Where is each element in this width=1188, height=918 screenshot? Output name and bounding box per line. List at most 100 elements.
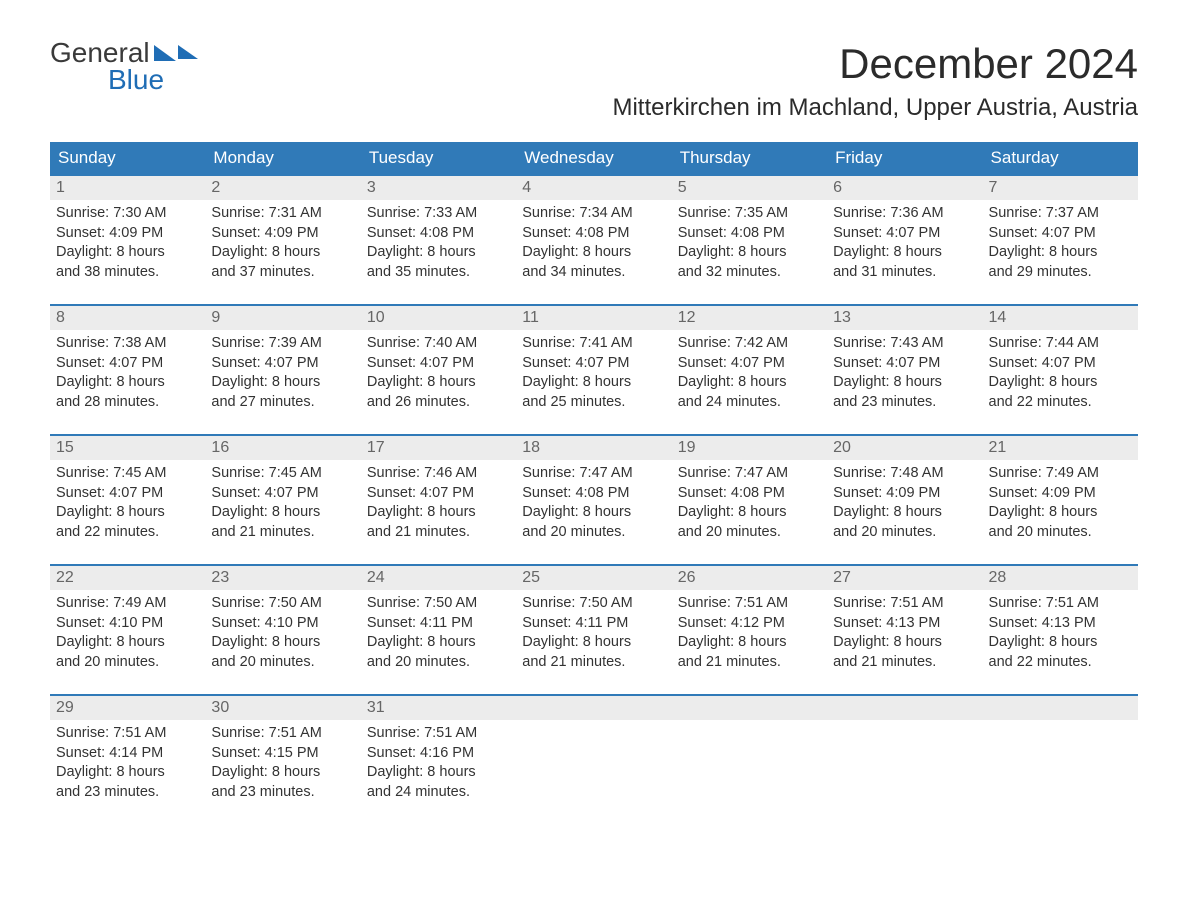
day-details: Sunrise: 7:46 AMSunset: 4:07 PMDaylight:… xyxy=(361,460,516,552)
day-number: 18 xyxy=(516,436,671,460)
day-header: Thursday xyxy=(672,142,827,174)
day-details: Sunrise: 7:50 AMSunset: 4:11 PMDaylight:… xyxy=(361,590,516,682)
day-details: Sunrise: 7:44 AMSunset: 4:07 PMDaylight:… xyxy=(983,330,1138,422)
daylight-line1: Daylight: 8 hours xyxy=(989,243,1132,263)
day-details: Sunrise: 7:45 AMSunset: 4:07 PMDaylight:… xyxy=(205,460,360,552)
sunset-line: Sunset: 4:09 PM xyxy=(56,224,199,244)
calendar-day-cell: 13Sunrise: 7:43 AMSunset: 4:07 PMDayligh… xyxy=(827,304,982,434)
daylight-line1: Daylight: 8 hours xyxy=(211,763,354,783)
daylight-line2: and 20 minutes. xyxy=(522,523,665,543)
daylight-line1: Daylight: 8 hours xyxy=(833,373,976,393)
logo-word1: General xyxy=(50,40,150,67)
daylight-line2: and 24 minutes. xyxy=(367,783,510,803)
sunset-line: Sunset: 4:09 PM xyxy=(833,484,976,504)
calendar-week-row: 22Sunrise: 7:49 AMSunset: 4:10 PMDayligh… xyxy=(50,564,1138,694)
sunset-line: Sunset: 4:07 PM xyxy=(56,484,199,504)
day-number: 4 xyxy=(516,176,671,200)
day-number: 9 xyxy=(205,306,360,330)
calendar-day-cell: 18Sunrise: 7:47 AMSunset: 4:08 PMDayligh… xyxy=(516,434,671,564)
day-number: 15 xyxy=(50,436,205,460)
sunset-line: Sunset: 4:08 PM xyxy=(367,224,510,244)
sunset-line: Sunset: 4:11 PM xyxy=(522,614,665,634)
day-number: 6 xyxy=(827,176,982,200)
daylight-line2: and 23 minutes. xyxy=(211,783,354,803)
day-details: Sunrise: 7:34 AMSunset: 4:08 PMDaylight:… xyxy=(516,200,671,292)
daylight-line1: Daylight: 8 hours xyxy=(833,503,976,523)
sunrise-line: Sunrise: 7:49 AM xyxy=(56,594,199,614)
sunset-line: Sunset: 4:07 PM xyxy=(211,484,354,504)
daylight-line1: Daylight: 8 hours xyxy=(211,373,354,393)
day-number: 20 xyxy=(827,436,982,460)
day-details: Sunrise: 7:40 AMSunset: 4:07 PMDaylight:… xyxy=(361,330,516,422)
sunrise-line: Sunrise: 7:42 AM xyxy=(678,334,821,354)
day-header: Monday xyxy=(205,142,360,174)
daylight-line2: and 23 minutes. xyxy=(833,393,976,413)
sunset-line: Sunset: 4:07 PM xyxy=(678,354,821,374)
daylight-line2: and 22 minutes. xyxy=(56,523,199,543)
sunrise-line: Sunrise: 7:50 AM xyxy=(211,594,354,614)
calendar-header-row: SundayMondayTuesdayWednesdayThursdayFrid… xyxy=(50,142,1138,174)
sunrise-line: Sunrise: 7:50 AM xyxy=(522,594,665,614)
day-header: Wednesday xyxy=(516,142,671,174)
day-details: Sunrise: 7:38 AMSunset: 4:07 PMDaylight:… xyxy=(50,330,205,422)
sunset-line: Sunset: 4:12 PM xyxy=(678,614,821,634)
calendar-day-cell: 27Sunrise: 7:51 AMSunset: 4:13 PMDayligh… xyxy=(827,564,982,694)
day-details: Sunrise: 7:39 AMSunset: 4:07 PMDaylight:… xyxy=(205,330,360,422)
sunrise-line: Sunrise: 7:34 AM xyxy=(522,204,665,224)
day-number-empty xyxy=(827,696,982,720)
day-header: Tuesday xyxy=(361,142,516,174)
daylight-line1: Daylight: 8 hours xyxy=(833,633,976,653)
day-number: 21 xyxy=(983,436,1138,460)
sunrise-line: Sunrise: 7:39 AM xyxy=(211,334,354,354)
calendar-day-cell: 1Sunrise: 7:30 AMSunset: 4:09 PMDaylight… xyxy=(50,174,205,304)
sunset-line: Sunset: 4:09 PM xyxy=(989,484,1132,504)
day-details: Sunrise: 7:36 AMSunset: 4:07 PMDaylight:… xyxy=(827,200,982,292)
calendar-day-cell: 11Sunrise: 7:41 AMSunset: 4:07 PMDayligh… xyxy=(516,304,671,434)
day-number: 16 xyxy=(205,436,360,460)
daylight-line2: and 21 minutes. xyxy=(833,653,976,673)
day-details: Sunrise: 7:50 AMSunset: 4:10 PMDaylight:… xyxy=(205,590,360,682)
day-number: 27 xyxy=(827,566,982,590)
calendar-day-cell: 22Sunrise: 7:49 AMSunset: 4:10 PMDayligh… xyxy=(50,564,205,694)
calendar-day-cell: 6Sunrise: 7:36 AMSunset: 4:07 PMDaylight… xyxy=(827,174,982,304)
day-number: 29 xyxy=(50,696,205,720)
daylight-line1: Daylight: 8 hours xyxy=(211,243,354,263)
daylight-line1: Daylight: 8 hours xyxy=(833,243,976,263)
sunrise-line: Sunrise: 7:51 AM xyxy=(678,594,821,614)
calendar-day-cell: 21Sunrise: 7:49 AMSunset: 4:09 PMDayligh… xyxy=(983,434,1138,564)
sunrise-line: Sunrise: 7:47 AM xyxy=(522,464,665,484)
sunrise-line: Sunrise: 7:43 AM xyxy=(833,334,976,354)
sunset-line: Sunset: 4:13 PM xyxy=(833,614,976,634)
calendar-day-cell: 24Sunrise: 7:50 AMSunset: 4:11 PMDayligh… xyxy=(361,564,516,694)
calendar-day-cell: 9Sunrise: 7:39 AMSunset: 4:07 PMDaylight… xyxy=(205,304,360,434)
daylight-line2: and 21 minutes. xyxy=(367,523,510,543)
daylight-line1: Daylight: 8 hours xyxy=(56,633,199,653)
daylight-line2: and 20 minutes. xyxy=(678,523,821,543)
daylight-line2: and 35 minutes. xyxy=(367,263,510,283)
calendar-empty-cell xyxy=(516,694,671,824)
sunset-line: Sunset: 4:11 PM xyxy=(367,614,510,634)
day-number: 10 xyxy=(361,306,516,330)
calendar-day-cell: 30Sunrise: 7:51 AMSunset: 4:15 PMDayligh… xyxy=(205,694,360,824)
sunrise-line: Sunrise: 7:33 AM xyxy=(367,204,510,224)
daylight-line2: and 20 minutes. xyxy=(56,653,199,673)
day-number: 30 xyxy=(205,696,360,720)
sunrise-line: Sunrise: 7:36 AM xyxy=(833,204,976,224)
sunset-line: Sunset: 4:07 PM xyxy=(211,354,354,374)
daylight-line1: Daylight: 8 hours xyxy=(367,633,510,653)
day-number: 2 xyxy=(205,176,360,200)
day-number: 1 xyxy=(50,176,205,200)
calendar-body: 1Sunrise: 7:30 AMSunset: 4:09 PMDaylight… xyxy=(50,174,1138,824)
day-details: Sunrise: 7:47 AMSunset: 4:08 PMDaylight:… xyxy=(516,460,671,552)
sunrise-line: Sunrise: 7:38 AM xyxy=(56,334,199,354)
sunset-line: Sunset: 4:14 PM xyxy=(56,744,199,764)
daylight-line2: and 24 minutes. xyxy=(678,393,821,413)
day-details: Sunrise: 7:31 AMSunset: 4:09 PMDaylight:… xyxy=(205,200,360,292)
sunset-line: Sunset: 4:08 PM xyxy=(522,484,665,504)
sunset-line: Sunset: 4:16 PM xyxy=(367,744,510,764)
calendar-day-cell: 26Sunrise: 7:51 AMSunset: 4:12 PMDayligh… xyxy=(672,564,827,694)
calendar-day-cell: 14Sunrise: 7:44 AMSunset: 4:07 PMDayligh… xyxy=(983,304,1138,434)
logo-word2: Blue xyxy=(50,67,176,94)
sunset-line: Sunset: 4:07 PM xyxy=(833,354,976,374)
daylight-line1: Daylight: 8 hours xyxy=(56,373,199,393)
